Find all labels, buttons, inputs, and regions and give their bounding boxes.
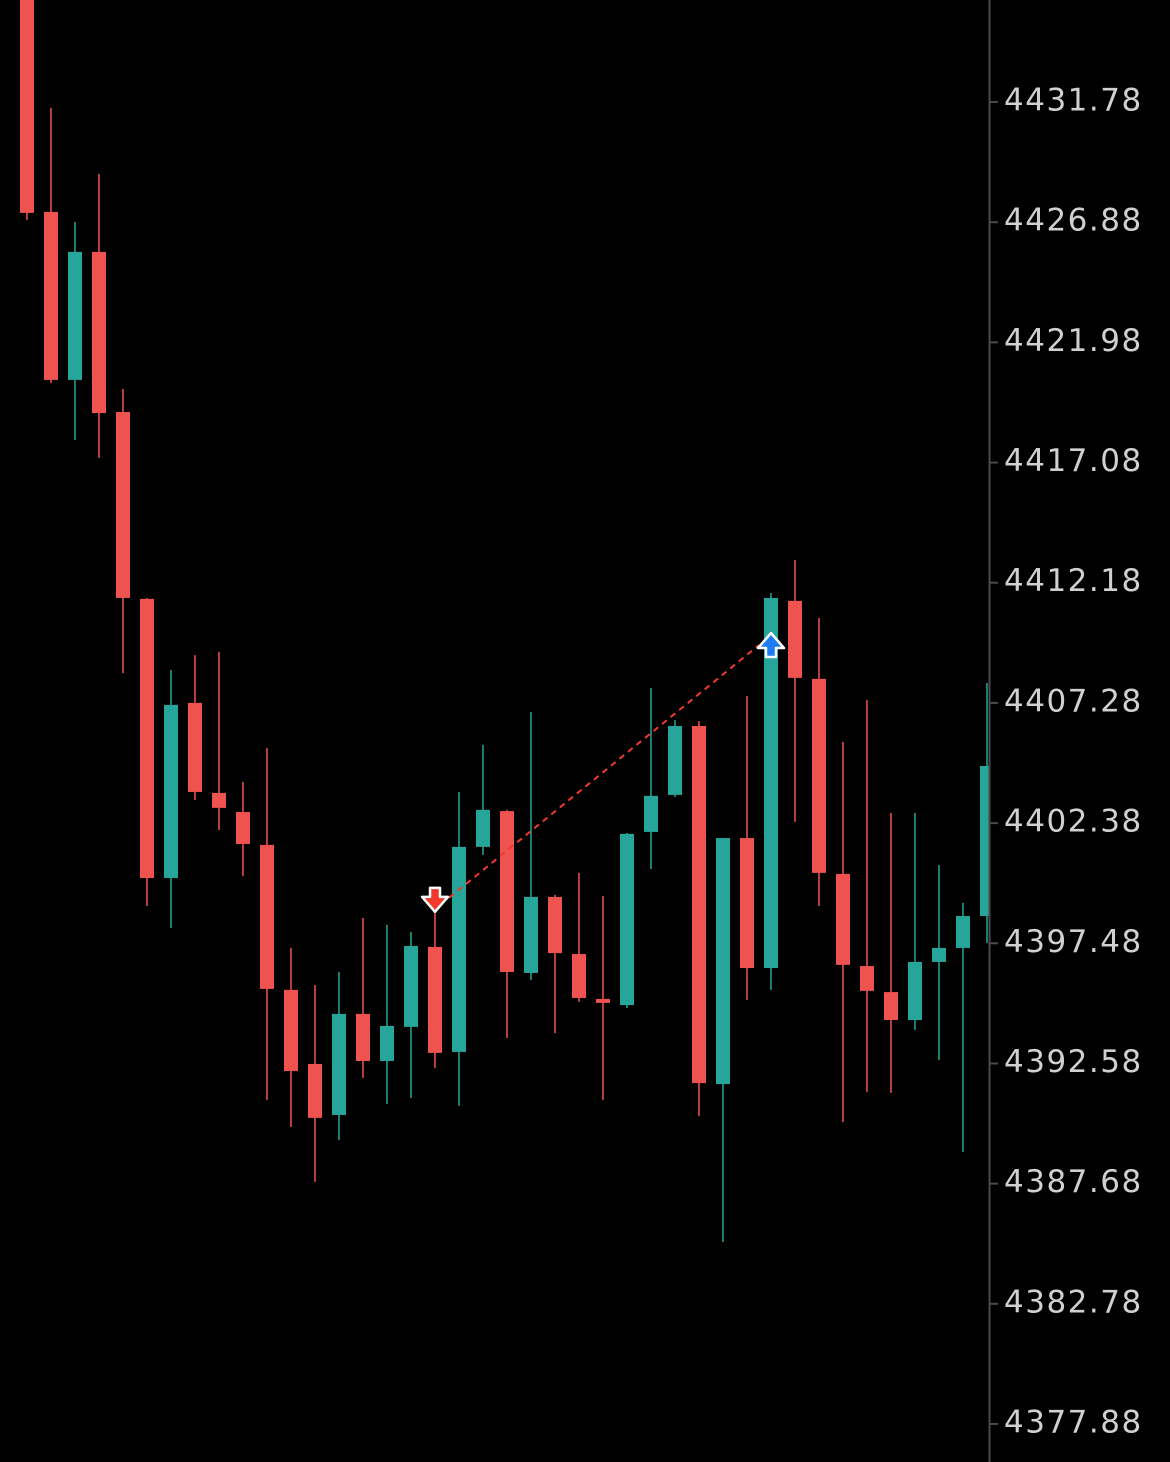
- candle-body: [308, 1063, 322, 1118]
- candle-body: [788, 600, 802, 678]
- candle-body: [500, 811, 514, 972]
- candle-body: [332, 1013, 346, 1115]
- candle-body: [836, 873, 850, 965]
- y-tick-label: 4431.78: [1004, 83, 1143, 119]
- candle-body: [428, 946, 442, 1053]
- candle-body: [980, 765, 989, 917]
- candle-body: [260, 844, 274, 989]
- candle-body: [404, 945, 418, 1027]
- candle-body: [92, 251, 106, 414]
- candle-body: [548, 896, 562, 954]
- y-tick-label: 4382.78: [1004, 1284, 1143, 1320]
- candle-body: [644, 795, 658, 832]
- plot-area: [20, 0, 989, 1243]
- y-tick-label: 4397.48: [1004, 924, 1143, 960]
- candle-body: [380, 1025, 394, 1061]
- candle-body: [764, 597, 778, 969]
- y-tick-label: 4426.88: [1004, 203, 1143, 239]
- candle-body: [956, 916, 970, 948]
- y-tick-label: 4421.98: [1004, 323, 1143, 359]
- candle-body: [356, 1013, 370, 1061]
- candle-body: [476, 809, 490, 847]
- candle-body: [164, 704, 178, 879]
- trade-link: [448, 644, 760, 899]
- candle-body: [44, 211, 58, 380]
- y-tick-label: 4377.88: [1004, 1404, 1143, 1440]
- candle-body: [524, 896, 538, 973]
- candle-body: [116, 412, 130, 598]
- candle-body: [140, 598, 154, 879]
- trade-marker: [420, 886, 450, 914]
- y-tick-label: 4402.38: [1004, 804, 1143, 840]
- candle-body: [908, 961, 922, 1021]
- y-tick-label: 4407.28: [1004, 683, 1143, 719]
- candle-body: [716, 838, 730, 1085]
- y-tick-label: 4392.58: [1004, 1044, 1143, 1080]
- candle-body: [452, 846, 466, 1052]
- candle-body: [188, 702, 202, 792]
- candle-body: [692, 725, 706, 1084]
- candle-body: [68, 251, 82, 380]
- candle-body: [572, 954, 586, 998]
- y-tick-label: 4417.08: [1004, 443, 1143, 479]
- candle-body: [860, 966, 874, 991]
- y-tick-label: 4412.18: [1004, 563, 1143, 599]
- candle-body: [20, 0, 34, 213]
- candle-body: [812, 678, 826, 873]
- candle-body: [668, 725, 682, 795]
- candle-body: [212, 792, 226, 808]
- trade-marker: [756, 631, 786, 659]
- candle-body: [596, 998, 610, 1003]
- candle-body: [236, 812, 250, 844]
- candle-body: [284, 989, 298, 1072]
- candle-body: [932, 947, 946, 962]
- candle-body: [740, 838, 754, 969]
- candle-body: [620, 833, 634, 1006]
- y-tick-label: 4387.68: [1004, 1164, 1143, 1200]
- candle-body: [884, 992, 898, 1021]
